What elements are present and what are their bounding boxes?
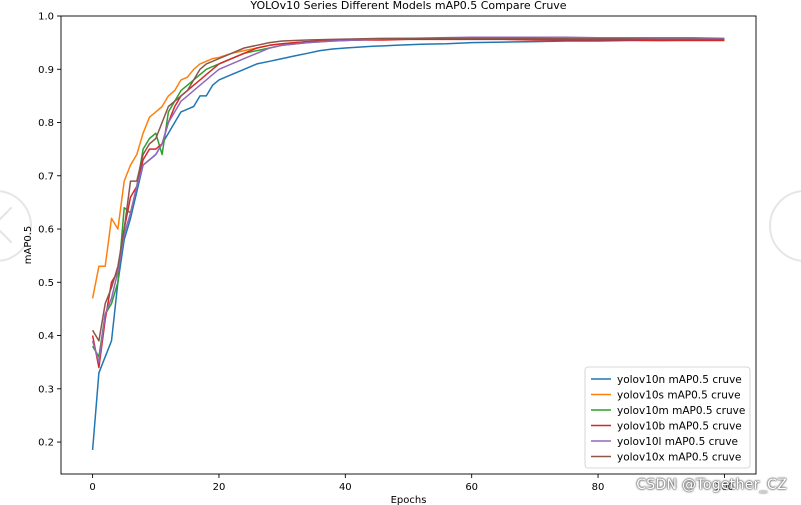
y-axis-label: mAP0.5 [23,226,34,265]
x-tick-label: 0 [89,482,95,493]
series-line-1 [91,39,725,451]
series-line-5 [91,36,725,363]
watermark: CSDN @Together_CZ [636,477,787,493]
y-tick-label: 1.0 [38,12,54,23]
x-tick-label: 60 [465,482,478,493]
x-tick-label: 80 [592,482,605,493]
series-line-4 [91,38,725,369]
y-tick-label: 0.5 [38,278,54,289]
legend-entry-label: yolov10b mAP0.5 cruve [617,420,742,432]
plot-area: 0 20 40 60 80 100 0.2 0.3 0.4 0.5 0.6 0.7 0.8 0.9 1.0 [38,12,757,493]
chevron-right-icon [783,206,801,244]
y-tick-label: 0.9 [38,65,54,76]
legend-entry-label: yolov10m mAP0.5 cruve [617,405,745,417]
series-line-6 [91,37,725,342]
series-line-3 [91,38,725,358]
y-tick-label: 0.7 [38,171,54,182]
x-tick-label: 100 [715,482,734,493]
y-tick-label: 0.8 [38,118,54,129]
y-tick-label: 0.2 [38,438,54,449]
legend-entry-label: yolov10n mAP0.5 cruve [617,374,742,386]
legend-entry-label: yolov10s mAP0.5 cruve [617,389,741,401]
axes-frame [60,15,757,475]
legend: yolov10n mAP0.5 cruve yolov10s mAP0.5 cru… [584,366,751,469]
x-axis-label: Epochs [391,495,427,505]
y-tick-label: 0.4 [38,331,54,342]
x-tick-label: 20 [213,482,226,493]
y-tick-label: 0.3 [38,384,54,395]
series-line-2 [91,37,725,299]
y-tick-label: 0.6 [38,225,54,236]
x-tick-label: 40 [339,482,352,493]
legend-entry-label: yolov10l mAP0.5 cruve [617,436,738,448]
legend-box [584,366,751,469]
chart-title: YOLOv10 Series Different Models mAP0.5 C… [249,0,566,12]
legend-entry-label: yolov10x mAP0.5 cruve [617,451,741,463]
